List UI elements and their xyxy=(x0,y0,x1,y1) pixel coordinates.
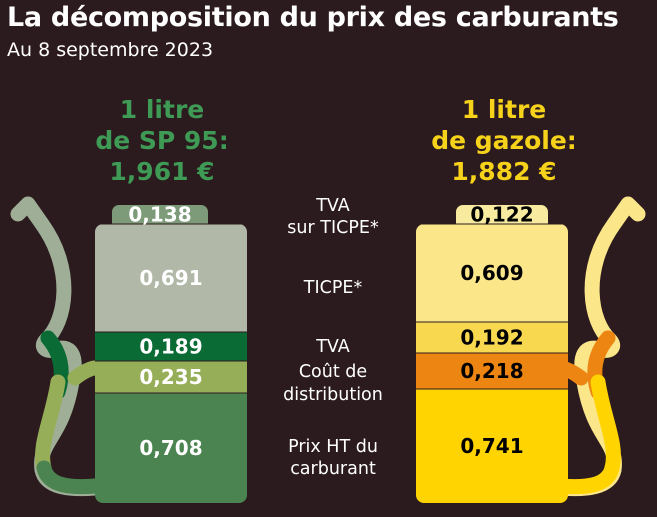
sp95-header-line-3: 1,961 € xyxy=(109,157,215,186)
category-label-4-line-2: distribution xyxy=(283,385,383,405)
sp95-header-line-1: 1 litre xyxy=(119,95,205,124)
sp95-value-label-2: 0,691 xyxy=(139,266,202,290)
category-label-2-line-1: TICPE* xyxy=(303,278,363,298)
gazole-value-label-4: 0,218 xyxy=(460,359,523,383)
sp95-segment-4 xyxy=(95,361,247,394)
category-label-5-line-1: Prix HT du xyxy=(288,437,378,457)
gazole-value-label-3: 0,192 xyxy=(460,326,523,350)
gazole-value-label-2: 0,609 xyxy=(460,261,523,285)
sp95-segment-3 xyxy=(95,332,247,362)
gazole-segment-3 xyxy=(416,322,568,354)
sp95-value-label-1: 0,138 xyxy=(128,203,191,227)
sp95-value-label-5: 0,708 xyxy=(139,436,202,460)
gazole-header-line-1: 1 litre xyxy=(461,95,547,124)
sp95-segment-5 xyxy=(95,393,247,503)
sp95-header-line-2: de SP 95: xyxy=(95,126,229,155)
sp95-segment-2 xyxy=(95,224,247,333)
category-label-1-line-1: TVA xyxy=(315,196,350,216)
chart-title: La décomposition du prix des carburants xyxy=(7,2,619,33)
gazole-price-header: 1 litre de gazole: 1,882 € xyxy=(374,94,634,187)
sp95-price-header: 1 litre de SP 95: 1,961 € xyxy=(32,94,292,187)
gazole-value-label-1: 0,122 xyxy=(470,203,533,227)
category-label-1-line-2: sur TICPE* xyxy=(287,218,379,238)
gazole-segment-1 xyxy=(456,205,548,224)
sp95-value-label-3: 0,189 xyxy=(139,335,202,359)
category-label-5-line-2: carburant xyxy=(290,459,376,479)
sp95-segment-1 xyxy=(112,205,208,224)
sp95-hose-icon xyxy=(10,196,103,497)
category-label-4-line-1: Coût de xyxy=(299,362,367,382)
gazole-hose-icon xyxy=(553,196,646,497)
gazole-segment-4 xyxy=(416,353,568,390)
sp95-value-label-4: 0,235 xyxy=(139,365,202,389)
category-label-3-line-1: TVA xyxy=(315,337,350,357)
gazole-header-line-3: 1,882 € xyxy=(451,157,557,186)
gazole-header-line-2: de gazole: xyxy=(431,126,577,155)
gazole-bar-stack: 0,122 0,609 0,192 0,218 0,741 xyxy=(416,203,568,503)
gazole-value-label-5: 0,741 xyxy=(460,434,523,458)
chart-subtitle: Au 8 septembre 2023 xyxy=(7,39,214,61)
gazole-segment-5 xyxy=(416,389,568,503)
gazole-segment-2 xyxy=(416,224,568,323)
sp95-bar-stack: 0,138 0,691 0,189 0,235 0,708 xyxy=(95,203,247,503)
